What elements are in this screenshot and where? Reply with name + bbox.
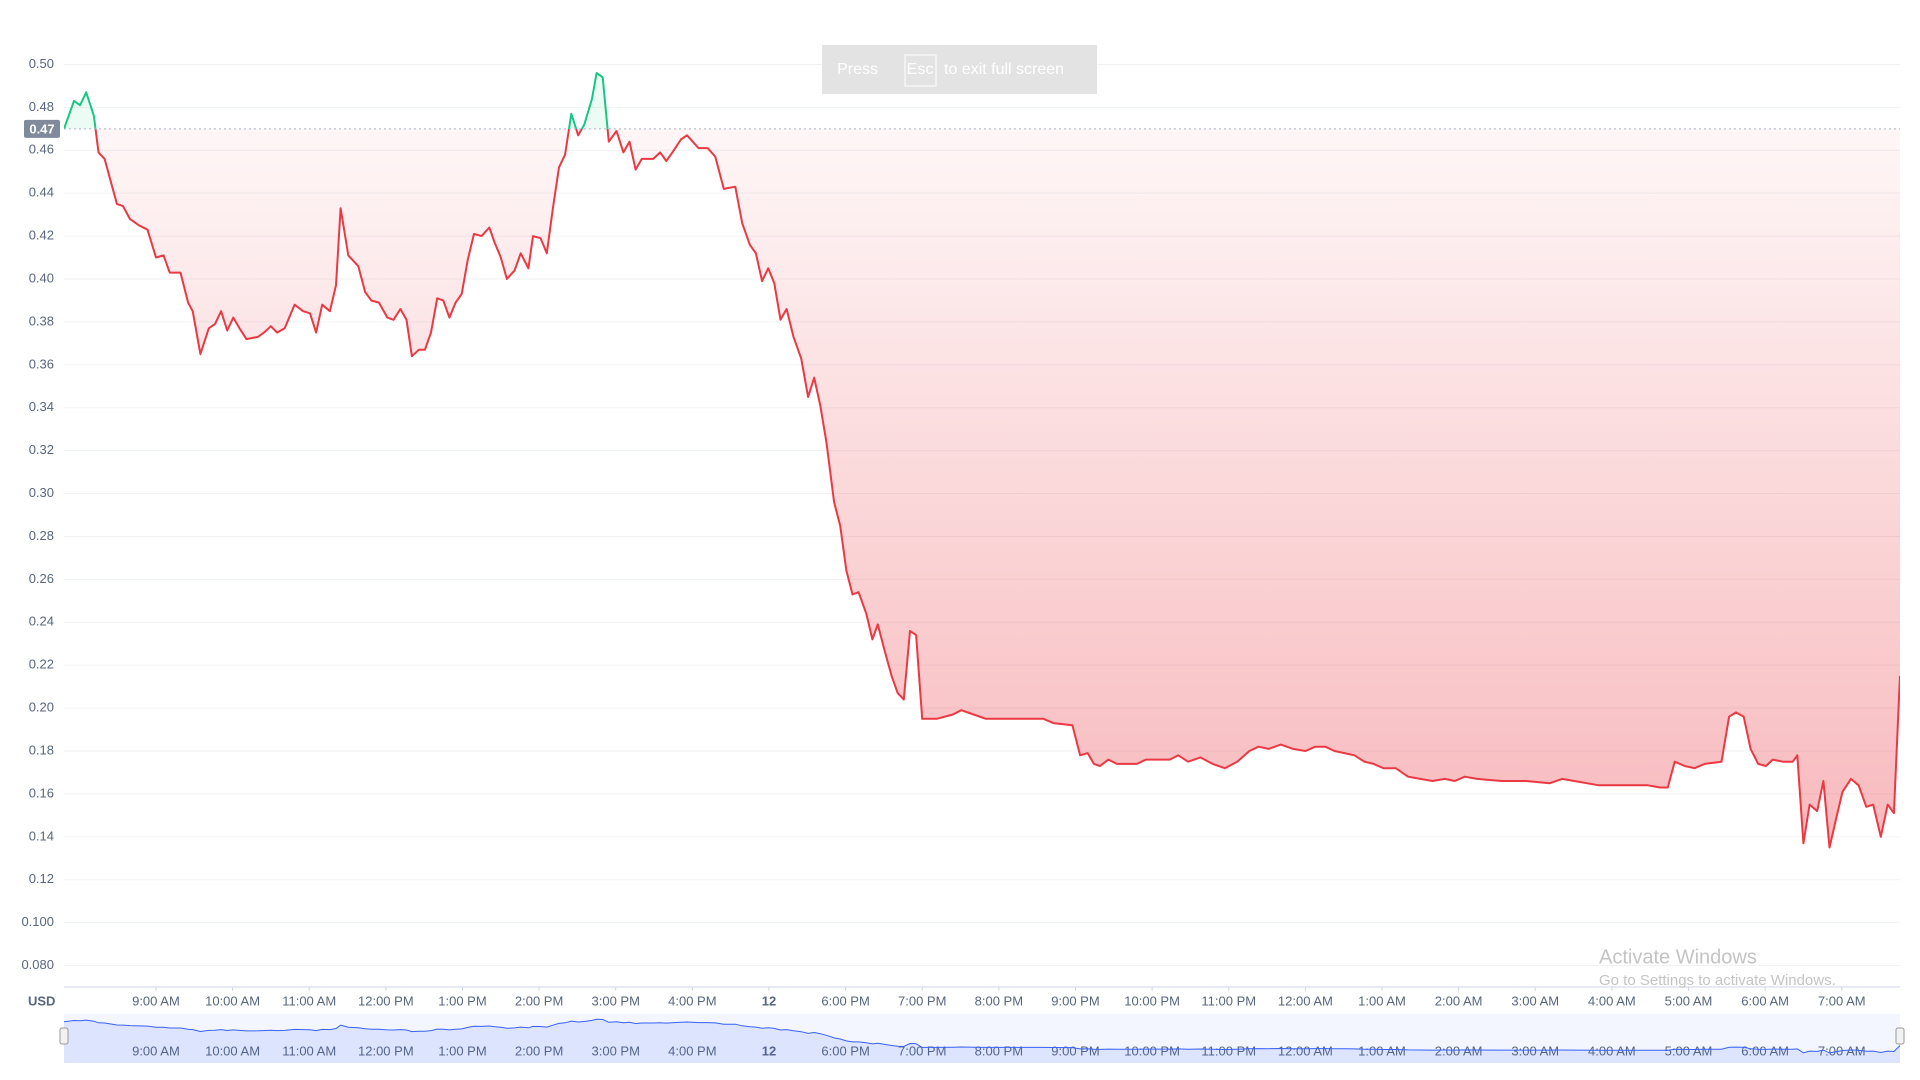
navigator-tick-label: 10:00 PM: [1124, 1043, 1180, 1058]
x-tick-label: 3:00 PM: [592, 993, 640, 1008]
price-line-down: [64, 128, 1900, 849]
y-tick-label: 0.28: [29, 528, 54, 543]
x-tick-label: 5:00 AM: [1665, 993, 1713, 1008]
x-tick-label: 10:00 AM: [205, 993, 260, 1008]
y-tick-label: 0.080: [21, 957, 54, 972]
y-tick-label: 0.18: [29, 742, 54, 757]
y-tick-label: 0.46: [29, 142, 54, 157]
navigator[interactable]: 9:00 AM 10:00 AM 11:00 AM 12:00 PM 1:00 PM 2:…: [59, 1014, 1905, 1063]
notice-box: [822, 45, 1097, 94]
navigator-handle[interactable]: [1895, 1027, 1905, 1045]
navigator-handle[interactable]: [59, 1027, 69, 1045]
x-tick-label: 7:00 AM: [1818, 993, 1866, 1008]
notice-text: to exit full screen: [944, 61, 1064, 78]
navigator-tick-label: 11:00 PM: [1201, 1043, 1256, 1058]
fullscreen-notice: Press Esc to exit full screen: [822, 45, 1097, 94]
baseline-label-box: [24, 119, 60, 138]
x-tick-label: 12:00 AM: [1278, 993, 1333, 1008]
navigator-tick-label: 12: [762, 1043, 776, 1058]
axes: 0.50 0.48 0.46 0.44 0.42 0.40 0.38 0.36 0.34 0.32…: [21, 56, 1900, 1008]
x-tick-label: 6:00 AM: [1741, 993, 1789, 1008]
navigator-tick-label: 2:00 PM: [515, 1043, 563, 1058]
y-tick-label: 0.24: [29, 614, 54, 629]
baseline-label: 0.47: [29, 121, 54, 136]
navigator-tick-label: 12:00 PM: [358, 1043, 414, 1058]
x-tick-label: 12:00 PM: [358, 993, 414, 1008]
x-tick-label: 1:00 PM: [438, 993, 486, 1008]
x-tick-label: 2:00 PM: [515, 993, 563, 1008]
navigator-tick-label: 10:00 AM: [205, 1043, 260, 1058]
y-tick-label: 0.20: [29, 700, 54, 715]
y-tick-label: 0.34: [29, 399, 54, 414]
navigator-tick-label: 5:00 AM: [1665, 1043, 1713, 1058]
x-tick-label: 11:00 PM: [1201, 993, 1256, 1008]
navigator-tick-label: 9:00 AM: [132, 1043, 180, 1058]
x-tick-label: 1:00 AM: [1358, 993, 1406, 1008]
y-tick-label: 0.50: [29, 56, 54, 71]
watermark-title: Activate Windows: [1599, 946, 1757, 968]
line-layer: [64, 72, 1900, 849]
y-tick-label: 0.42: [29, 228, 54, 243]
y-tick-label: 0.22: [29, 657, 54, 672]
area-below: [95, 128, 1900, 848]
y-tick-label: 0.48: [29, 99, 54, 114]
x-tick-label: 2:00 AM: [1435, 993, 1483, 1008]
x-tick-label: 12: [762, 993, 776, 1008]
notice-key: Esc: [907, 61, 934, 78]
x-tick-label: 7:00 PM: [898, 993, 946, 1008]
navigator-tick-label: 4:00 AM: [1588, 1043, 1636, 1058]
y-tick-label: 0.14: [29, 828, 54, 843]
currency-label: USD: [28, 993, 55, 1008]
navigator-tick-label: 1:00 PM: [438, 1043, 486, 1058]
key-box: [904, 54, 937, 87]
notice-text: Press: [837, 61, 878, 78]
navigator-tick-label: 3:00 PM: [592, 1043, 640, 1058]
navigator-tick-label: 1:00 AM: [1358, 1043, 1406, 1058]
y-tick-label: 0.38: [29, 313, 54, 328]
x-tick-label: 8:00 PM: [975, 993, 1023, 1008]
y-tick-label: 0.30: [29, 485, 54, 500]
navigator-tick-label: 11:00 AM: [282, 1043, 336, 1058]
area-layer: [64, 73, 1900, 848]
y-tick-label: 0.12: [29, 871, 54, 886]
y-tick-label: 0.26: [29, 571, 54, 586]
navigator-line: [63, 1018, 1901, 1054]
y-tick-label: 0.100: [21, 914, 54, 929]
y-tick-label: 0.40: [29, 270, 54, 285]
x-tick-label: 4:00 AM: [1588, 993, 1636, 1008]
x-tick-label: 9:00 PM: [1051, 993, 1099, 1008]
navigator-tick-label: 3:00 AM: [1511, 1043, 1559, 1058]
y-tick-label: 0.36: [29, 356, 54, 371]
navigator-area: [64, 1019, 1900, 1063]
x-tick-label: 6:00 PM: [821, 993, 869, 1008]
navigator-tick-label: 6:00 PM: [821, 1043, 869, 1058]
x-tick-label: 11:00 AM: [282, 993, 336, 1008]
navigator-tick-label: 12:00 AM: [1278, 1043, 1333, 1058]
watermark-subtitle: Go to Settings to activate Windows.: [1599, 972, 1836, 989]
y-tick-label: 0.32: [29, 442, 54, 457]
navigator-bg: [64, 1014, 1900, 1063]
x-tick-label: 9:00 AM: [132, 993, 180, 1008]
y-tick-label: 0.16: [29, 785, 54, 800]
x-tick-label: 10:00 PM: [1124, 993, 1180, 1008]
navigator-tick-label: 4:00 PM: [668, 1043, 716, 1058]
y-tick-label: 0.44: [29, 185, 54, 200]
navigator-tick-label: 2:00 AM: [1435, 1043, 1483, 1058]
navigator-tick-label: 6:00 AM: [1741, 1043, 1789, 1058]
x-tick-label: 3:00 AM: [1511, 993, 1559, 1008]
x-tick-label: 4:00 PM: [668, 993, 716, 1008]
